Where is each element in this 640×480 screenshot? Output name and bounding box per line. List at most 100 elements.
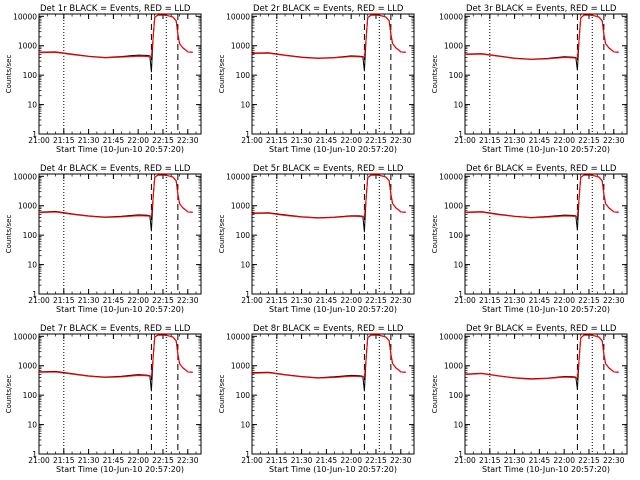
x-tick-label: 21:30	[504, 296, 526, 305]
lld-series-line	[251, 174, 406, 219]
lld-series-line	[251, 334, 406, 379]
x-tick-label: 21:45	[103, 296, 125, 305]
y-tick-label: 10	[453, 101, 463, 110]
y-tick-label: 10	[27, 261, 37, 270]
x-tick-label: 21:15	[266, 296, 288, 305]
x-tick-label: 21:00	[28, 296, 50, 305]
lld-series-line	[251, 14, 406, 59]
x-tick-label: 21:30	[78, 296, 100, 305]
panel-title: Det 7r BLACK = Events, RED = LLD	[40, 324, 191, 334]
y-tick-label: 10000	[226, 12, 250, 21]
y-tick-label: 100	[236, 391, 251, 400]
lld-series-line	[38, 174, 193, 219]
panel-title: Det 4r BLACK = Events, RED = LLD	[40, 164, 191, 174]
x-tick-label: 22:15	[365, 456, 387, 465]
x-tick-label: 22:00	[127, 136, 149, 145]
x-tick-label: 21:30	[78, 136, 100, 145]
x-tick-label: 21:15	[479, 136, 501, 145]
detector-panel: Det 6r BLACK = Events, RED = LLD Counts/s…	[431, 164, 628, 314]
panel-title: Det 2r BLACK = Events, RED = LLD	[253, 4, 404, 14]
y-tick-label: 10000	[13, 332, 37, 341]
x-axis-label: Start Time (10-Jun-10 20:57:20)	[269, 145, 397, 154]
x-tick-label: 22:30	[177, 136, 199, 145]
plot-frame	[38, 333, 202, 455]
x-tick-label: 22:30	[390, 136, 412, 145]
y-tick-label: 100	[23, 71, 38, 80]
y-axis-label: Counts/sec	[5, 375, 13, 414]
x-tick-label: 22:00	[340, 296, 362, 305]
panel-title: Det 1r BLACK = Events, RED = LLD	[40, 4, 191, 14]
x-axis-label: Start Time (10-Jun-10 20:57:20)	[482, 305, 610, 314]
y-tick-label: 10000	[226, 172, 250, 181]
plot-frame	[38, 13, 202, 135]
y-tick-label: 10	[27, 101, 37, 110]
y-tick-label: 10000	[13, 12, 37, 21]
x-tick-label: 21:45	[103, 456, 125, 465]
y-tick-label: 1000	[18, 202, 37, 211]
plot-frame	[251, 13, 415, 135]
x-tick-label: 22:00	[127, 296, 149, 305]
x-axis-label: Start Time (10-Jun-10 20:57:20)	[482, 465, 610, 474]
x-tick-label: 22:00	[127, 456, 149, 465]
y-axis-label: Counts/sec	[218, 375, 226, 414]
plot-frame	[464, 333, 628, 455]
x-axis-label: Start Time (10-Jun-10 20:57:20)	[269, 465, 397, 474]
x-tick-label: 22:30	[603, 456, 625, 465]
panel-title: Det 6r BLACK = Events, RED = LLD	[466, 164, 617, 174]
y-tick-label: 1000	[231, 362, 250, 371]
y-tick-label: 100	[236, 71, 251, 80]
x-tick-label: 22:30	[177, 456, 199, 465]
x-tick-label: 22:15	[578, 456, 600, 465]
y-tick-label: 100	[23, 231, 38, 240]
y-axis-label: Counts/sec	[218, 215, 226, 254]
detector-panel: Det 2r BLACK = Events, RED = LLD Counts/s…	[218, 4, 415, 154]
x-tick-label: 21:15	[479, 456, 501, 465]
lld-series-line	[464, 14, 619, 61]
x-tick-label: 21:30	[291, 456, 313, 465]
detector-panel: Det 3r BLACK = Events, RED = LLD Counts/s…	[431, 4, 628, 154]
y-tick-label: 1	[245, 290, 250, 299]
x-tick-label: 21:00	[28, 456, 50, 465]
panel-title: Det 8r BLACK = Events, RED = LLD	[253, 324, 404, 334]
x-tick-label: 21:30	[504, 456, 526, 465]
y-tick-label: 1000	[444, 362, 463, 371]
y-tick-label: 1000	[444, 42, 463, 51]
x-tick-label: 21:15	[53, 136, 75, 145]
y-tick-label: 1	[458, 290, 463, 299]
y-tick-label: 100	[449, 231, 464, 240]
plot-frame	[251, 333, 415, 455]
x-tick-label: 22:15	[578, 296, 600, 305]
x-axis-label: Start Time (10-Jun-10 20:57:20)	[269, 305, 397, 314]
x-tick-label: 22:30	[603, 296, 625, 305]
x-tick-label: 21:00	[454, 136, 476, 145]
y-axis-label: Counts/sec	[218, 55, 226, 94]
lld-series-line	[38, 14, 193, 59]
x-tick-label: 22:15	[152, 296, 174, 305]
x-tick-label: 21:45	[103, 136, 125, 145]
y-tick-label: 10000	[439, 172, 463, 181]
y-axis-label: Counts/sec	[5, 215, 13, 254]
detector-panel: Det 7r BLACK = Events, RED = LLD Counts/s…	[5, 324, 202, 474]
y-axis-label: Counts/sec	[431, 215, 439, 254]
x-tick-label: 22:00	[340, 136, 362, 145]
x-tick-label: 21:00	[241, 136, 263, 145]
y-tick-label: 1	[458, 450, 463, 459]
x-tick-label: 21:00	[454, 456, 476, 465]
x-tick-label: 22:00	[553, 136, 575, 145]
y-tick-label: 1000	[444, 202, 463, 211]
panel-title: Det 5r BLACK = Events, RED = LLD	[253, 164, 404, 174]
detector-panel: Det 9r BLACK = Events, RED = LLD Counts/s…	[431, 324, 628, 474]
detector-panel: Det 1r BLACK = Events, RED = LLD Counts/s…	[5, 4, 202, 154]
y-axis-label: Counts/sec	[5, 55, 13, 94]
x-tick-label: 21:45	[316, 456, 338, 465]
y-tick-label: 10000	[439, 332, 463, 341]
lld-series-line	[464, 174, 619, 219]
x-tick-label: 22:30	[603, 136, 625, 145]
x-axis-label: Start Time (10-Jun-10 20:57:20)	[56, 145, 184, 154]
y-tick-label: 1	[458, 130, 463, 139]
y-tick-label: 10000	[439, 12, 463, 21]
x-tick-label: 21:45	[529, 296, 551, 305]
y-tick-label: 1000	[231, 42, 250, 51]
